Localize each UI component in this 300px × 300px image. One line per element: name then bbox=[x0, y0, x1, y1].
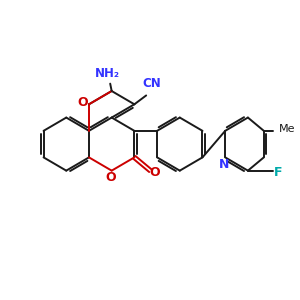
Text: F: F bbox=[274, 166, 282, 178]
Text: O: O bbox=[105, 171, 116, 184]
Text: NH₂: NH₂ bbox=[95, 67, 120, 80]
Text: O: O bbox=[77, 96, 88, 109]
Text: Me: Me bbox=[279, 124, 296, 134]
Text: N: N bbox=[218, 158, 229, 171]
Text: O: O bbox=[149, 166, 160, 178]
Text: CN: CN bbox=[143, 76, 161, 90]
